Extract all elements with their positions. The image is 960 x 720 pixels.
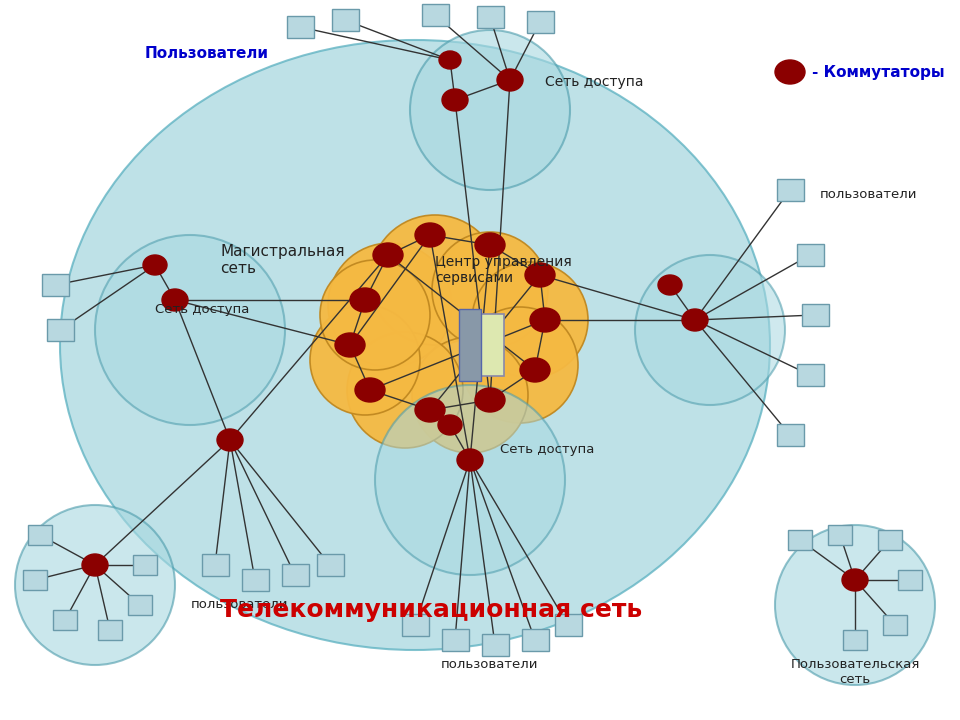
- FancyBboxPatch shape: [133, 555, 157, 575]
- Ellipse shape: [355, 378, 385, 402]
- Circle shape: [347, 332, 463, 448]
- FancyBboxPatch shape: [331, 9, 358, 31]
- FancyBboxPatch shape: [474, 314, 504, 376]
- Ellipse shape: [842, 569, 868, 591]
- Ellipse shape: [475, 233, 505, 257]
- FancyBboxPatch shape: [202, 554, 228, 576]
- Circle shape: [320, 260, 430, 370]
- FancyBboxPatch shape: [788, 530, 812, 550]
- Text: Центр управления
сервисами: Центр управления сервисами: [435, 255, 572, 285]
- Text: пользователи: пользователи: [820, 189, 918, 202]
- FancyBboxPatch shape: [128, 595, 152, 615]
- FancyBboxPatch shape: [482, 634, 509, 656]
- Text: Сеть доступа: Сеть доступа: [500, 444, 594, 456]
- FancyBboxPatch shape: [53, 610, 77, 630]
- FancyBboxPatch shape: [843, 630, 867, 650]
- FancyBboxPatch shape: [442, 629, 468, 651]
- FancyBboxPatch shape: [777, 179, 804, 201]
- Ellipse shape: [60, 40, 770, 650]
- FancyBboxPatch shape: [828, 525, 852, 545]
- Ellipse shape: [335, 333, 365, 357]
- Circle shape: [310, 305, 420, 415]
- Text: пользователи: пользователи: [442, 659, 539, 672]
- Text: Сеть доступа: Сеть доступа: [545, 75, 643, 89]
- FancyBboxPatch shape: [459, 309, 481, 381]
- Ellipse shape: [658, 275, 682, 295]
- FancyBboxPatch shape: [23, 570, 47, 590]
- Ellipse shape: [415, 223, 445, 247]
- FancyBboxPatch shape: [521, 629, 548, 651]
- Ellipse shape: [475, 388, 505, 412]
- Circle shape: [410, 30, 570, 190]
- Text: пользователи: пользователи: [191, 598, 289, 611]
- Circle shape: [412, 337, 528, 453]
- Circle shape: [432, 232, 548, 348]
- FancyBboxPatch shape: [898, 570, 922, 590]
- Circle shape: [328, 243, 452, 367]
- Circle shape: [370, 215, 500, 345]
- FancyBboxPatch shape: [286, 16, 314, 38]
- Circle shape: [375, 385, 565, 575]
- Circle shape: [635, 255, 785, 405]
- Circle shape: [775, 525, 935, 685]
- Ellipse shape: [373, 243, 403, 267]
- Ellipse shape: [439, 51, 461, 69]
- FancyBboxPatch shape: [555, 614, 582, 636]
- Circle shape: [462, 307, 578, 423]
- Ellipse shape: [442, 89, 468, 111]
- Ellipse shape: [525, 263, 555, 287]
- FancyBboxPatch shape: [797, 364, 824, 386]
- Ellipse shape: [82, 554, 108, 576]
- Text: Пользователи: Пользователи: [145, 45, 269, 60]
- Ellipse shape: [438, 415, 462, 435]
- Text: - Коммутаторы: - Коммутаторы: [812, 65, 945, 79]
- Ellipse shape: [350, 288, 380, 312]
- Ellipse shape: [775, 60, 805, 84]
- FancyBboxPatch shape: [28, 525, 52, 545]
- FancyBboxPatch shape: [797, 244, 824, 266]
- Circle shape: [95, 235, 285, 425]
- FancyBboxPatch shape: [878, 530, 902, 550]
- FancyBboxPatch shape: [242, 569, 269, 591]
- FancyBboxPatch shape: [883, 615, 907, 635]
- FancyBboxPatch shape: [46, 319, 74, 341]
- FancyBboxPatch shape: [317, 554, 344, 576]
- FancyBboxPatch shape: [476, 6, 503, 28]
- FancyBboxPatch shape: [281, 564, 308, 586]
- FancyBboxPatch shape: [98, 620, 122, 640]
- Ellipse shape: [162, 289, 188, 311]
- Circle shape: [15, 505, 175, 665]
- Text: Магистральная
сеть: Магистральная сеть: [220, 244, 345, 276]
- Text: Сеть доступа: Сеть доступа: [155, 304, 250, 317]
- Ellipse shape: [457, 449, 483, 471]
- Ellipse shape: [682, 309, 708, 331]
- FancyBboxPatch shape: [421, 4, 448, 26]
- Ellipse shape: [143, 255, 167, 275]
- Text: Телекоммуникационная сеть: Телекоммуникационная сеть: [220, 598, 642, 622]
- Ellipse shape: [520, 358, 550, 382]
- Ellipse shape: [497, 69, 523, 91]
- FancyBboxPatch shape: [401, 614, 428, 636]
- Ellipse shape: [530, 308, 560, 332]
- FancyBboxPatch shape: [526, 11, 554, 33]
- FancyBboxPatch shape: [802, 304, 828, 326]
- Circle shape: [472, 262, 588, 378]
- Text: Пользовательская
сеть: Пользовательская сеть: [790, 658, 920, 686]
- FancyBboxPatch shape: [41, 274, 68, 296]
- Ellipse shape: [217, 429, 243, 451]
- Ellipse shape: [415, 398, 445, 422]
- FancyBboxPatch shape: [777, 424, 804, 446]
